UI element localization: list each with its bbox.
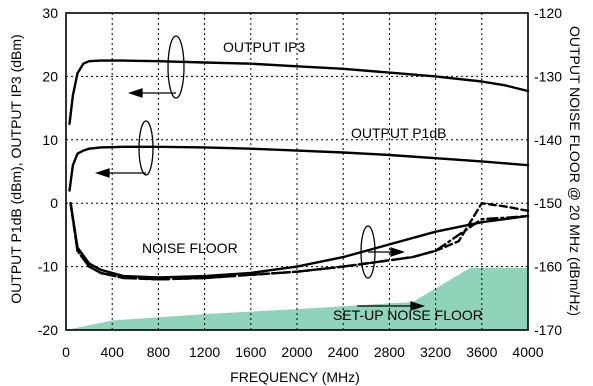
y-tick-label-right: -140	[534, 132, 562, 148]
series-layer	[68, 59, 530, 281]
series-line-4	[69, 202, 530, 281]
series-line-3	[69, 202, 530, 281]
y-tick-label-left: 10	[42, 132, 58, 148]
x-tick-label: 800	[147, 344, 171, 360]
y-tick-label-left: 20	[42, 68, 58, 84]
p1db-callout-ellipse	[138, 120, 154, 176]
y-tick-label-left: 0	[50, 195, 58, 211]
y-tick-label-right: -130	[534, 68, 562, 84]
annotation-setup-noise-floor: SET-UP NOISE FLOOR	[333, 307, 483, 323]
y-tick-label-right: -160	[534, 259, 562, 275]
y-tick-label-right: -150	[534, 195, 562, 211]
y-tick-label-left: 30	[42, 5, 58, 21]
x-tick-label: 1600	[235, 344, 266, 360]
x-tick-label: 2000	[281, 344, 312, 360]
x-axis-label: FREQUENCY (MHz)	[230, 369, 360, 385]
x-tick-label: 2800	[374, 344, 405, 360]
annotation-output-p1db: OUTPUT P1dB	[351, 125, 446, 141]
x-tick-label: 4000	[512, 344, 543, 360]
x-tick-label: 2400	[328, 344, 359, 360]
ip3-callout-ellipse	[167, 35, 185, 99]
arrow-marks	[94, 35, 426, 311]
x-tick-label: 3200	[420, 344, 451, 360]
x-tick-label: 0	[62, 344, 70, 360]
series-line-2	[69, 202, 530, 279]
y-axis-label-right: OUTPUT NOISE FLOOR @ 20 MHz (dBm/Hz)	[567, 26, 583, 316]
plot-frame	[65, 12, 529, 331]
y-tick-label-right: -170	[534, 322, 562, 338]
annotation-noise-floor: NOISE FLOOR	[142, 240, 238, 256]
setup-noise-fill-layer	[66, 267, 528, 330]
p1db-arrow-head	[94, 168, 110, 178]
annotation-output-ip3: OUTPUT IP3	[223, 39, 305, 55]
ip3-arrow-head	[127, 88, 143, 98]
x-tick-label: 1200	[189, 344, 220, 360]
y-tick-label-right: -120	[534, 5, 562, 21]
y-tick-label-left: -20	[38, 322, 58, 338]
series-line-0	[68, 59, 530, 126]
noise-arrow-head	[390, 247, 406, 257]
tick-labels: 0 400 800 1200 1600 2000 2400 2800 3200 3600 4000 -…	[38, 5, 562, 360]
y-tick-label-left: -10	[38, 259, 58, 275]
series-line-1	[68, 145, 530, 192]
setup-arrow-head	[410, 301, 426, 311]
x-tick-label: 3600	[466, 344, 497, 360]
series-setup-noise-floor-area	[66, 267, 528, 330]
y-axis-label-left: OUTPUT P1dB (dBm), OUTPUT IP3 (dBm)	[8, 34, 24, 303]
x-tick-label: 400	[101, 344, 125, 360]
